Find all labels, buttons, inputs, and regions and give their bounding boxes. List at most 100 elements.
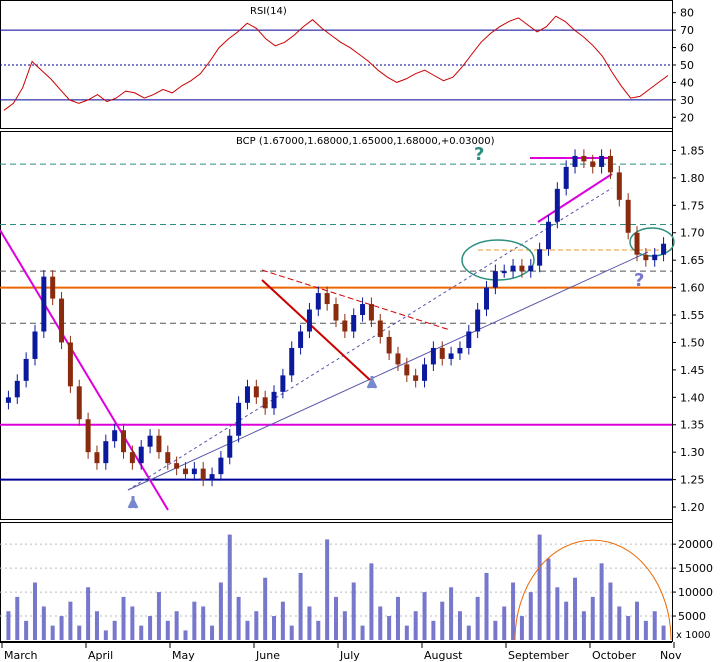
volume-bar	[511, 582, 516, 640]
candle-body	[182, 468, 188, 475]
volume-bar	[431, 620, 436, 640]
price-tick-label: 1.65	[680, 254, 705, 267]
candle-body	[41, 276, 47, 332]
volume-bar	[369, 563, 374, 640]
volume-bar	[94, 611, 99, 640]
volume-bar	[387, 616, 392, 640]
volume-bar	[50, 625, 55, 640]
price-tick-label: 1.30	[680, 446, 705, 459]
x-month-label: August	[424, 649, 463, 662]
volume-bar	[307, 606, 312, 640]
consolidation-ellipse-2	[629, 227, 675, 257]
candle-body	[200, 468, 206, 480]
volume-bar	[32, 582, 37, 640]
rsi-tick-label: 80	[680, 7, 694, 20]
x-month-label: June	[255, 649, 280, 662]
volume-bar	[537, 534, 542, 640]
volume-bar	[573, 577, 578, 640]
candle-body	[422, 364, 428, 381]
candle-body	[492, 271, 498, 288]
price-tick-label: 1.60	[680, 282, 705, 295]
x-month-label: July	[339, 649, 360, 662]
candle-body	[191, 468, 197, 475]
volume-bar	[24, 620, 29, 640]
volume-bar	[280, 601, 285, 640]
candle-body	[112, 430, 118, 442]
volume-bar	[218, 582, 223, 640]
volume-bar	[210, 625, 215, 640]
volume-bar	[254, 611, 259, 640]
volume-bar	[68, 601, 73, 640]
volume-bar	[165, 620, 170, 640]
candle-body	[545, 221, 551, 250]
candle-body	[634, 232, 640, 255]
candle-body	[209, 474, 215, 480]
x-month-label: Nov	[660, 649, 682, 662]
uptrend-line-long	[127, 251, 649, 491]
x-month-label: May	[172, 649, 195, 662]
candle-body	[537, 249, 543, 266]
rsi-tick-label: 20	[680, 111, 694, 124]
candle-body	[253, 386, 259, 398]
volume-bar	[325, 539, 330, 640]
price-tick-label: 1.75	[680, 199, 705, 212]
candle-body	[466, 331, 472, 348]
candle-body	[475, 309, 481, 332]
candle-body	[607, 155, 613, 173]
volume-bar	[289, 625, 294, 640]
volume-bar	[661, 625, 666, 640]
volume-bar	[395, 596, 400, 640]
rsi-tick-label: 40	[680, 76, 694, 89]
candle-body	[94, 452, 100, 464]
volume-bar	[440, 601, 445, 640]
volume-bar	[77, 625, 82, 640]
rsi-tick-label: 30	[680, 94, 694, 107]
volume-bar	[148, 616, 153, 640]
candle-body	[59, 298, 65, 343]
volume-bar	[484, 572, 489, 640]
candle-body	[32, 331, 38, 359]
volume-bar	[528, 592, 533, 640]
candle-body	[599, 155, 605, 167]
rsi-gridlines	[0, 29, 672, 101]
candle-body	[554, 188, 560, 222]
candle-body	[324, 293, 330, 305]
price-axis-ticks: 1.20 1.25 1.30 1.35 1.40 1.45 1.50 1.55 1.60 1.65…	[672, 144, 705, 514]
volume-bar	[334, 596, 338, 640]
question-mark-top: ?	[474, 144, 484, 165]
volume-bar	[581, 611, 586, 640]
volume-bar	[449, 587, 454, 640]
candle-body	[289, 347, 295, 376]
volume-bar	[192, 601, 197, 640]
volume-tick-label: 20000	[678, 538, 713, 551]
candle-body	[625, 199, 631, 233]
candle-body	[121, 430, 127, 453]
wedge-bottom	[537, 173, 613, 223]
price-tick-label: 1.35	[680, 419, 705, 432]
volume-bar	[342, 611, 347, 640]
candle-body	[5, 397, 11, 403]
candle-body	[386, 336, 392, 354]
price-tick-label: 1.50	[680, 336, 705, 349]
price-tick-label: 1.80	[680, 172, 705, 185]
x-month-label: October	[592, 649, 636, 662]
candle-body	[528, 265, 534, 272]
candle-body	[430, 347, 436, 365]
volume-axis-ticks: 5000 10000 15000 20000	[672, 538, 713, 623]
candle-body	[510, 265, 516, 272]
candle-body	[643, 254, 649, 261]
volume-bar	[298, 572, 303, 640]
candle-body	[23, 358, 29, 381]
uptrend-line-dashed	[127, 187, 613, 491]
price-tick-label: 1.45	[680, 364, 705, 377]
volume-bar	[227, 534, 232, 640]
channel-upper	[261, 269, 451, 331]
volume-bar	[245, 620, 250, 640]
volume-bar	[130, 606, 135, 640]
volume-bar	[378, 606, 383, 640]
x-month-label: September	[508, 649, 569, 662]
volume-tick-label: 10000	[678, 586, 713, 599]
volume-bar	[413, 611, 418, 640]
candle-body	[156, 435, 162, 453]
candle-body	[501, 271, 507, 274]
